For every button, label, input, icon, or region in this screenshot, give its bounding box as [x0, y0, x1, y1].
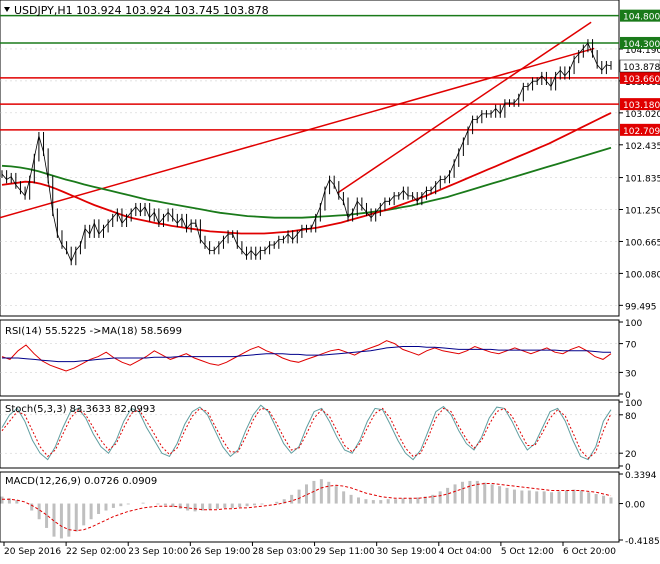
macd-axis: 0.3394 0.00 -0.4185: [619, 471, 660, 547]
price-tick-label: 99.495: [625, 302, 657, 312]
level-label-box: [620, 9, 660, 22]
stoch-tick-label: 20: [625, 450, 637, 460]
rsi-axis: 100 70 30 0: [619, 319, 642, 401]
symbol-ohlc-label: USDJPY,H1 103.924 103.924 103.745 103.87…: [14, 4, 269, 17]
time-tick-label: 6 Oct 20:00: [563, 547, 616, 557]
time-tick-label: 26 Sep 19:00: [190, 547, 250, 557]
stoch-series: [1, 404, 612, 461]
price-tick-label: 101.250: [625, 207, 660, 217]
level-label: 102.709: [623, 127, 660, 137]
stoch-axis: 100 80 20 0: [619, 399, 642, 473]
main-series: [0, 14, 619, 266]
rsi-ma-line: [2, 346, 611, 363]
stoch-grid: [0, 414, 619, 454]
rsi-tick-label: 0: [625, 391, 631, 401]
time-axis: 20 Sep 2016 22 Sep 02:00 23 Sep 10:00 26 Se…: [3, 542, 616, 557]
price-tick-label: 100.665: [625, 238, 660, 248]
time-tick-label: 4 Oct 04:00: [439, 547, 492, 557]
macd-pane-frame: [0, 471, 620, 543]
rsi-label: RSI(14) 55.5225 ->MA(18) 58.5699: [5, 326, 182, 337]
stoch-pane-frame: [0, 399, 620, 469]
rsi-tick-label: 100: [625, 319, 642, 329]
level-label: 103.660: [623, 75, 660, 85]
macd-pane[interactable]: 0.3394 0.00 -0.4185 MACD(12,26,9) 0.0726 0…: [0, 471, 660, 547]
moving-average-green: [1, 146, 612, 219]
time-tick-label: 22 Sep 02:00: [66, 547, 126, 557]
current-price-box: [619, 59, 660, 73]
level-label-box: [620, 98, 660, 111]
price-tick-label: 100.080: [625, 270, 660, 280]
macd-tick-label: 0.00: [625, 501, 645, 511]
trend-channel-lower: [336, 21, 592, 194]
time-tick-label: 23 Sep 10:00: [128, 547, 188, 557]
symbol-dropdown-icon[interactable]: [4, 7, 10, 12]
price-line: [1, 42, 612, 263]
level-label-box: [620, 123, 660, 136]
macd-label: MACD(12,26,9) 0.0726 0.0909: [5, 476, 157, 487]
level-label: 104.800: [623, 13, 660, 23]
rsi-tick-label: 70: [625, 341, 637, 351]
price-axis: 99.495 100.080 100.665 101.250 101.835 102.43…: [619, 9, 660, 312]
level-label-box: [620, 36, 660, 49]
price-tick-label: 104.190: [625, 46, 660, 56]
rsi-series: [1, 340, 612, 372]
time-tick-label: 5 Oct 12:00: [501, 547, 554, 557]
main-grid: [0, 48, 619, 306]
stoch-d-line: [1, 407, 612, 459]
current-price-label: 103.878: [623, 63, 660, 73]
symbol-header: USDJPY,H1 103.924 103.924 103.745 103.87…: [4, 4, 269, 17]
rsi-tick-label: 30: [625, 369, 637, 379]
stoch-tick-label: 100: [625, 399, 642, 409]
rsi-grid: [0, 343, 619, 373]
price-tick-label: 101.835: [625, 175, 660, 185]
stoch-label: Stoch(5,3,3) 83.3633 82.0993: [5, 404, 156, 415]
time-tick-label: 28 Sep 03:00: [252, 547, 312, 557]
main-price-pane[interactable]: 99.495 100.080 100.665 101.250 101.835 102.43…: [0, 0, 660, 317]
price-tick-label: 102.435: [625, 142, 660, 152]
macd-tick-label: -0.4185: [625, 537, 660, 547]
main-pane-frame: [0, 0, 620, 317]
macd-tick-label: 0.3394: [625, 471, 657, 481]
price-tick-label: 103.020: [625, 110, 660, 120]
stoch-k-line: [1, 404, 612, 461]
rsi-pane[interactable]: 100 70 30 0 RSI(14) 55.5225 ->MA(18) 58.569…: [0, 319, 642, 401]
time-tick-label: 20 Sep 2016: [4, 547, 61, 557]
level-label: 104.300: [623, 40, 660, 50]
stochastic-pane[interactable]: 100 80 20 0 Stoch(5,3,3) 83.3633 82.0993: [0, 399, 642, 473]
stoch-tick-label: 80: [625, 412, 637, 422]
level-label-box: [620, 71, 660, 84]
level-label: 103.180: [623, 101, 660, 111]
time-tick-label: 29 Sep 11:00: [315, 547, 375, 557]
macd-series: [0, 479, 613, 539]
macd-signal-line: [2, 483, 612, 532]
time-tick-label: 30 Sep 19:00: [377, 547, 437, 557]
trend-channel-upper: [0, 47, 595, 219]
stoch-tick-label: 0: [625, 463, 631, 473]
